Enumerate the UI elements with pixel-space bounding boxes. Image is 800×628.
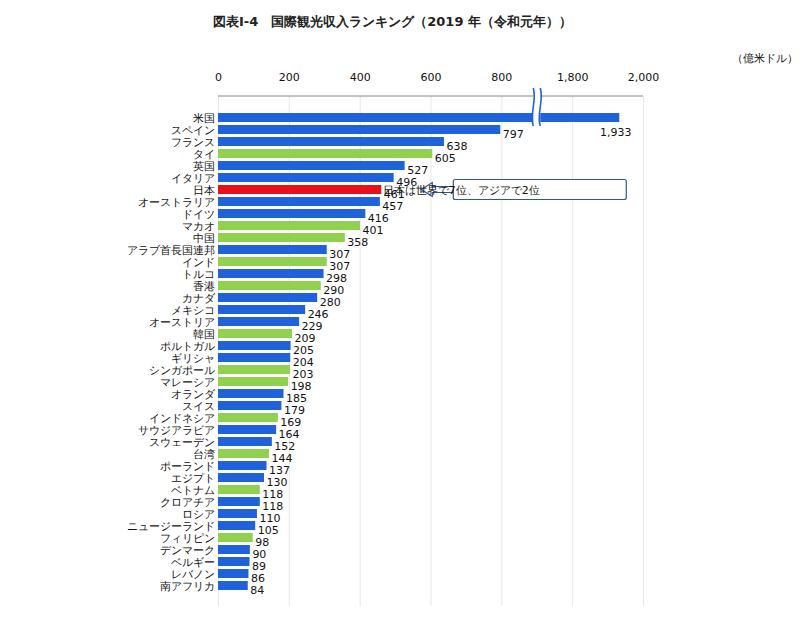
svg-text:ロシア: ロシア bbox=[181, 507, 215, 521]
svg-text:スイス: スイス bbox=[181, 399, 215, 413]
svg-text:フランス: フランス bbox=[170, 135, 215, 149]
svg-text:オーストラリア: オーストラリア bbox=[137, 195, 215, 209]
svg-text:169: 169 bbox=[280, 415, 302, 429]
svg-text:280: 280 bbox=[319, 295, 341, 309]
svg-text:307: 307 bbox=[329, 247, 351, 261]
svg-text:エジプト: エジプト bbox=[170, 471, 215, 485]
svg-text:137: 137 bbox=[269, 463, 290, 477]
svg-text:638: 638 bbox=[446, 139, 468, 153]
svg-text:カナダ: カナダ bbox=[181, 291, 215, 305]
svg-text:229: 229 bbox=[301, 319, 323, 333]
svg-text:90: 90 bbox=[252, 547, 267, 561]
svg-text:527: 527 bbox=[407, 163, 429, 177]
svg-text:ドイツ: ドイツ bbox=[181, 207, 215, 221]
svg-text:米国: 米国 bbox=[192, 111, 215, 125]
svg-text:インド: インド bbox=[181, 255, 215, 269]
svg-text:シンガポール: シンガポール bbox=[148, 363, 215, 377]
svg-text:ベトナム: ベトナム bbox=[170, 483, 215, 497]
svg-text:トルコ: トルコ bbox=[181, 267, 215, 281]
svg-text:130: 130 bbox=[266, 475, 288, 489]
svg-text:デンマーク: デンマーク bbox=[159, 543, 215, 557]
svg-text:89: 89 bbox=[252, 559, 266, 573]
svg-text:オランダ: オランダ bbox=[170, 387, 215, 401]
svg-text:200: 200 bbox=[279, 71, 300, 84]
svg-text:358: 358 bbox=[347, 236, 368, 249]
svg-text:イタリア: イタリア bbox=[170, 171, 215, 185]
svg-text:203: 203 bbox=[292, 367, 314, 381]
svg-text:日本: 日本 bbox=[192, 183, 215, 197]
svg-text:ベルギー: ベルギー bbox=[170, 555, 215, 569]
svg-text:香港: 香港 bbox=[192, 279, 215, 293]
svg-text:144: 144 bbox=[271, 451, 293, 465]
svg-text:204: 204 bbox=[292, 355, 314, 369]
svg-text:アラブ首長国連邦: アラブ首長国連邦 bbox=[126, 243, 215, 257]
svg-text:フィリピン: フィリピン bbox=[159, 531, 215, 545]
svg-text:118: 118 bbox=[262, 499, 284, 513]
svg-text:105: 105 bbox=[257, 523, 279, 537]
svg-text:800: 800 bbox=[491, 71, 512, 84]
svg-text:401: 401 bbox=[362, 223, 384, 237]
svg-text:1,800: 1,800 bbox=[557, 71, 589, 84]
svg-text:209: 209 bbox=[294, 331, 316, 345]
svg-text:416: 416 bbox=[367, 211, 389, 225]
svg-text:298: 298 bbox=[326, 271, 347, 285]
svg-text:レバノン: レバノン bbox=[170, 567, 215, 581]
svg-text:198: 198 bbox=[290, 379, 312, 393]
svg-text:ポーランド: ポーランド bbox=[159, 459, 215, 473]
svg-text:オーストリア: オーストリア bbox=[148, 315, 215, 329]
svg-text:164: 164 bbox=[278, 427, 300, 441]
svg-text:（億米ドル）: （億米ドル） bbox=[732, 52, 798, 65]
svg-text:0: 0 bbox=[215, 71, 222, 84]
svg-text:台湾: 台湾 bbox=[192, 447, 215, 461]
svg-text:ニュージーランド: ニュージーランド bbox=[126, 519, 215, 533]
svg-text:86: 86 bbox=[251, 571, 265, 585]
svg-text:2,000: 2,000 bbox=[628, 71, 660, 84]
svg-text:スペイン: スペイン bbox=[170, 123, 215, 137]
svg-text:110: 110 bbox=[259, 511, 281, 525]
svg-text:マカオ: マカオ bbox=[181, 219, 215, 233]
svg-text:日本は世界で7位、アジアで2位: 日本は世界で7位、アジアで2位 bbox=[383, 184, 540, 197]
svg-text:84: 84 bbox=[250, 584, 264, 597]
svg-text:ギリシャ: ギリシャ bbox=[170, 351, 215, 365]
svg-text:クロアチア: クロアチア bbox=[159, 495, 215, 509]
svg-text:スウェーデン: スウェーデン bbox=[148, 435, 215, 449]
svg-text:152: 152 bbox=[274, 439, 296, 453]
svg-text:インドネシア: インドネシア bbox=[148, 411, 215, 425]
svg-text:南アフリカ: 南アフリカ bbox=[160, 580, 215, 593]
svg-text:185: 185 bbox=[286, 391, 307, 405]
svg-text:246: 246 bbox=[307, 307, 329, 321]
svg-text:290: 290 bbox=[323, 283, 345, 297]
svg-text:タイ: タイ bbox=[192, 147, 215, 161]
svg-text:中国: 中国 bbox=[192, 231, 215, 245]
svg-text:1,933: 1,933 bbox=[600, 126, 632, 139]
svg-text:797: 797 bbox=[503, 128, 524, 141]
svg-text:205: 205 bbox=[293, 343, 315, 357]
svg-text:457: 457 bbox=[382, 199, 404, 213]
svg-text:98: 98 bbox=[255, 535, 270, 549]
svg-text:サウジアラビア: サウジアラビア bbox=[137, 423, 215, 437]
html-text:図表Ⅰ-4 国際観光収入ランキング（2019 年（令和元年）: 図表Ⅰ-4 国際観光収入ランキング（2019 年（令和元年）） bbox=[213, 14, 572, 29]
svg-text:英国: 英国 bbox=[192, 159, 215, 173]
svg-text:179: 179 bbox=[283, 403, 305, 417]
svg-text:496: 496 bbox=[396, 175, 418, 189]
svg-text:韓国: 韓国 bbox=[192, 327, 215, 341]
svg-text:307: 307 bbox=[329, 259, 351, 273]
svg-text:118: 118 bbox=[262, 487, 284, 501]
svg-text:605: 605 bbox=[435, 152, 456, 165]
svg-text:600: 600 bbox=[421, 71, 442, 84]
svg-text:400: 400 bbox=[350, 71, 371, 84]
svg-text:マレーシア: マレーシア bbox=[159, 375, 215, 389]
svg-text:ポルトガル: ポルトガル bbox=[159, 339, 215, 353]
svg-text:メキシコ: メキシコ bbox=[170, 303, 215, 317]
